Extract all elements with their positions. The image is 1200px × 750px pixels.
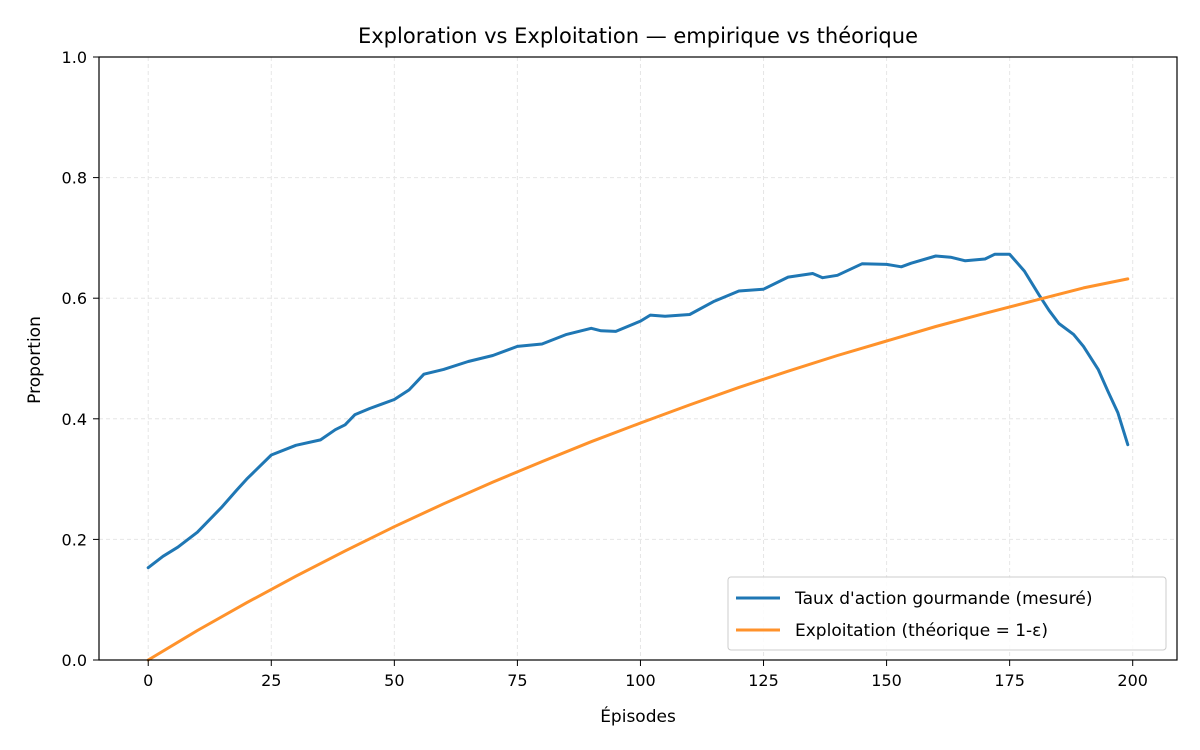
legend-label-series-0: Taux d'action gourmande (mesuré) — [794, 589, 1092, 609]
x-tick-label: 50 — [384, 671, 404, 690]
axis-ticks: 0 25 50 75 100 125 150 175 200 0.0 0.2 0.4 0.6 0.8 1.0 — [62, 48, 1148, 690]
legend: Taux d'action gourmande (mesuré) Exploit… — [727, 576, 1167, 651]
legend-label-series-1: Exploitation (théorique = 1-ε) — [795, 621, 1048, 641]
y-tick-label: 0.8 — [62, 169, 87, 188]
y-tick-label: 0.2 — [62, 530, 87, 549]
legend-box — [727, 576, 1167, 651]
series-line-1 — [146, 277, 1130, 662]
x-tick-label: 200 — [1117, 671, 1148, 690]
chart-title: Exploration vs Exploitation — empirique … — [358, 24, 918, 48]
series-line-0 — [146, 252, 1130, 570]
x-tick-label: 100 — [625, 671, 656, 690]
x-tick-label: 150 — [871, 671, 902, 690]
x-tick-label: 25 — [261, 671, 281, 690]
y-tick-label: 0.4 — [62, 410, 87, 429]
plot-frame — [98, 56, 1178, 661]
x-tick-label: 125 — [748, 671, 779, 690]
y-tick-label: 0.6 — [62, 289, 87, 308]
y-axis-label: Proportion — [25, 316, 45, 404]
x-tick-label: 175 — [994, 671, 1025, 690]
y-tick-label: 0.0 — [62, 651, 87, 670]
x-axis-label: Épisodes — [600, 705, 676, 727]
y-tick-label: 1.0 — [62, 48, 87, 67]
x-tick-label: 0 — [143, 671, 153, 690]
x-tick-label: 75 — [507, 671, 527, 690]
series-layer — [146, 252, 1130, 662]
